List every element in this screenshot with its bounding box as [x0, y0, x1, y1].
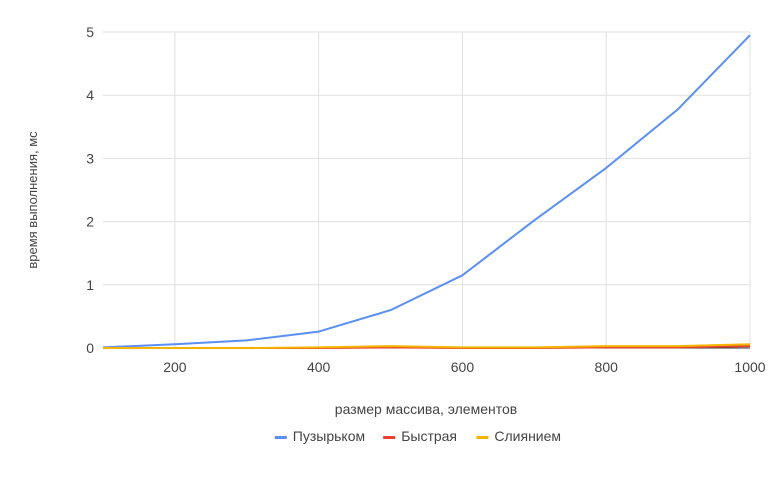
- legend-swatch: [274, 436, 287, 439]
- series-lines: [102, 34, 751, 349]
- y-tick-label: 4: [86, 87, 94, 103]
- x-tick-label: 200: [163, 359, 187, 375]
- legend-label: Быстрая: [401, 428, 457, 444]
- legend-swatch: [383, 436, 396, 439]
- gridlines: [103, 31, 751, 348]
- y-tick-label: 0: [86, 340, 94, 356]
- series-line-0: [102, 34, 751, 349]
- series-line-2: [103, 343, 751, 349]
- x-tick-label: 600: [451, 359, 475, 375]
- y-axis-label: время выполнения, мс: [25, 131, 40, 269]
- x-axis-label: размер массива, элементов: [335, 401, 517, 417]
- legend: Пузырьком Быстрая Слиянием: [274, 428, 561, 444]
- y-tick-label: 5: [86, 24, 94, 40]
- y-tick-label: 3: [86, 150, 94, 166]
- legend-label: Слиянием: [494, 428, 561, 444]
- x-tick-label: 400: [307, 359, 331, 375]
- legend-swatch: [476, 436, 489, 439]
- x-tick-label: 800: [595, 359, 619, 375]
- tick-labels: 0 1 2 3 4 5 200 400 600 800 1000: [86, 24, 766, 375]
- y-tick-label: 1: [86, 277, 94, 293]
- legend-label: Пузырьком: [293, 428, 365, 444]
- x-tick-label: 1000: [734, 359, 765, 375]
- y-tick-label: 2: [86, 214, 94, 230]
